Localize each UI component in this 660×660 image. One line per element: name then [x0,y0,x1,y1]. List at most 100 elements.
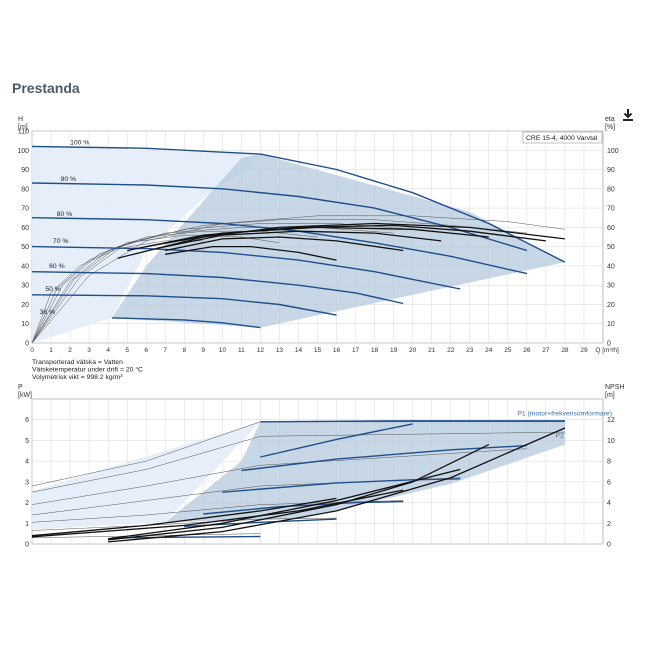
y-tick-label: 70 [21,206,29,213]
thin-curve [31,421,565,487]
y-tick-label: 0 [25,542,29,549]
main-curve [31,145,566,263]
series-label: P1 (motor+frekvensomformare) [517,411,612,418]
dark-curve [146,226,489,248]
x-tick-label: 14 [295,347,303,354]
y-tick-label: 40 [21,263,29,270]
legend-label: CRE 15-4, 4000 Varvtal [526,135,598,142]
y-tick-label: 1 [25,521,29,528]
y-tick-label: 4 [25,459,29,466]
fluid-info-text: Transporterad vätska = VattenVätsketempe… [32,359,143,381]
dark-curve [108,468,461,540]
thin-curve [31,448,527,505]
main-curve [260,420,565,423]
x-tick-label: 0 [30,347,34,354]
x-tick-label: 15 [314,347,322,354]
x-tick-label: 5 [125,347,129,354]
x-tick-label: 13 [276,347,284,354]
y-tick-label: 0 [25,341,29,348]
dark-curve [31,497,337,537]
x-tick-label: 8 [182,347,186,354]
y-right-axis-label: eta [605,116,615,123]
thin-curve [31,215,565,344]
main-curve [31,245,461,290]
fluid-info-line: Volymetrisk vikt = 998.2 kg/m³ [32,374,123,381]
main-curve [31,182,528,252]
y-right-tick-label: 6 [607,479,611,486]
speed-label: 90 % [61,176,77,183]
x-tick-label: 6 [144,347,148,354]
download-icon[interactable] [621,108,635,122]
dark-curve [155,230,442,250]
thin-curve [31,517,337,531]
y-tick-label: 6 [25,417,29,424]
legend-box [522,131,603,144]
fluid-info-line: Transporterad vätska = Vatten [32,359,123,366]
x-tick-label: 27 [542,347,550,354]
main-curve [111,535,261,539]
x-tick-label: 20 [409,347,417,354]
dark-curve [108,444,490,541]
y-right-tick-label: 100 [607,148,619,155]
speed-label: 80 % [57,211,73,218]
y-tick-label: 90 [21,167,29,174]
x-tick-label: 3 [87,347,91,354]
x-tick-label: 29 [580,347,588,354]
y-right-tick-label: 10 [607,321,615,328]
speed-label: 70 % [53,238,69,245]
speed-label: 36 % [40,309,56,316]
main-curve [222,478,461,493]
x-tick-label: 18 [371,347,379,354]
x-axis-label: Q [m³/h] [595,347,619,354]
main-curve [111,317,261,329]
x-tick-label: 10 [219,347,227,354]
y-tick-label: 3 [25,479,29,486]
x-tick-label: 23 [466,347,474,354]
y-right-tick-label: 40 [607,263,615,270]
main-curve [260,423,413,458]
x-tick-label: 11 [238,347,245,354]
y-tick-label: 110 [18,129,29,136]
y-right-tick-label: 20 [607,302,615,309]
y-axis-label: H [18,116,23,123]
x-tick-label: 25 [504,347,512,354]
y-right-tick-label: 4 [607,500,611,507]
speed-label: 50 % [45,286,61,293]
low-speed-region [32,421,261,530]
y-axis-label: [m] [18,124,28,131]
dark-curve [127,224,546,252]
x-tick-label: 24 [485,347,493,354]
x-tick-label: 28 [561,347,569,354]
page-title: Prestanda [12,80,80,96]
y-right-tick-label: 12 [607,417,615,424]
dark-curve [31,489,404,538]
y-right-tick-label: 90 [607,167,615,174]
y-right-axis-label: NPSH [605,384,624,391]
main-curve [31,294,337,316]
x-tick-label: 22 [447,347,455,354]
y-axis-label: [kW] [18,392,32,399]
thin-curve [31,500,404,523]
y-tick-label: 2 [25,500,29,507]
x-tick-label: 16 [333,347,341,354]
y-tick-label: 50 [21,244,29,251]
series-label: P2 [555,432,564,439]
x-tick-label: 26 [523,347,531,354]
main-curve [241,444,527,472]
thin-curve [31,223,489,344]
x-tick-label: 12 [257,347,265,354]
y-right-tick-label: 30 [607,283,615,290]
dark-curve [108,427,566,543]
y-right-tick-label: 50 [607,244,615,251]
x-tick-label: 4 [106,347,110,354]
dark-curve [165,245,337,261]
y-right-tick-label: 80 [607,186,615,193]
low-speed-region [32,146,261,343]
y-right-axis-label: [m] [605,392,615,399]
x-tick-label: 7 [163,347,167,354]
speed-label: 100 % [70,139,89,146]
y-right-tick-label: 0 [607,542,611,549]
thin-curve [31,431,565,493]
x-tick-label: 19 [390,347,398,354]
